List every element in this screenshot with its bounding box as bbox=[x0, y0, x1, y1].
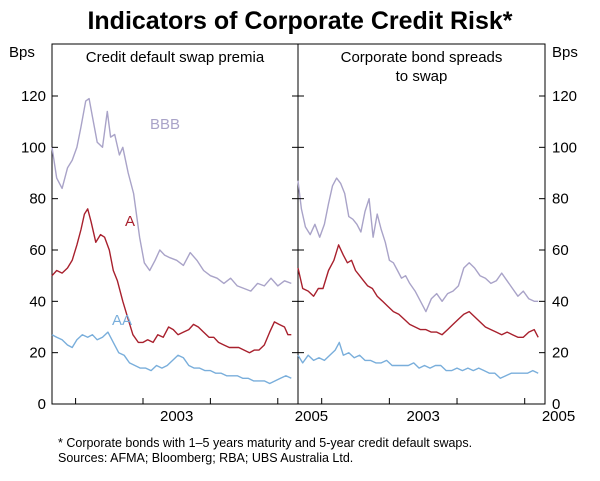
y-tick-label-left: 0 bbox=[38, 396, 46, 413]
series-label-aa: AA bbox=[112, 312, 132, 329]
x-tick-label: 2005 bbox=[542, 408, 575, 425]
y-axis-label-right: Bps bbox=[552, 44, 578, 61]
series-label-bbb: BBB bbox=[150, 116, 180, 133]
y-tick-label-right: 120 bbox=[552, 88, 577, 105]
sources-note: Sources: AFMA; Bloomberg; RBA; UBS Austr… bbox=[58, 451, 354, 465]
series-label-a: A bbox=[125, 213, 135, 230]
y-tick-label-left: 120 bbox=[21, 88, 46, 105]
y-tick-label-left: 60 bbox=[29, 242, 46, 259]
series-line-aa-panel-2 bbox=[297, 341, 539, 379]
series-line-a-panel-2 bbox=[297, 244, 539, 338]
series-line-aa-panel-1 bbox=[51, 331, 292, 385]
panel-title-cds: Credit default swap premia bbox=[86, 49, 265, 66]
y-tick-label-right: 60 bbox=[552, 242, 569, 259]
y-tick-label-right: 80 bbox=[552, 191, 569, 208]
chart-title: Indicators of Corporate Credit Risk* bbox=[87, 7, 513, 35]
axis-layer bbox=[52, 95, 545, 405]
x-tick-label: 2003 bbox=[407, 408, 440, 425]
footnote: * Corporate bonds with 1–5 years maturit… bbox=[58, 436, 473, 450]
y-tick-label-left: 20 bbox=[29, 345, 46, 362]
y-tick-label-left: 80 bbox=[29, 191, 46, 208]
panel-title-bond-spreads: Corporate bond spreads bbox=[341, 49, 503, 66]
y-tick-label-right: 0 bbox=[552, 396, 560, 413]
y-tick-label-left: 100 bbox=[21, 139, 46, 156]
y-tick-label-right: 40 bbox=[552, 293, 569, 310]
series-layer bbox=[51, 97, 539, 385]
y-tick-label-right: 20 bbox=[552, 345, 569, 362]
x-tick-label: 2003 bbox=[160, 408, 193, 425]
y-tick-label-right: 100 bbox=[552, 139, 577, 156]
series-line-bbb-panel-1 bbox=[51, 97, 292, 292]
series-line-bbb-panel-2 bbox=[297, 177, 539, 313]
panel-title-bond-spreads: to swap bbox=[396, 68, 448, 85]
y-axis-label-left: Bps bbox=[9, 44, 35, 61]
label-layer: 0 0 20 20 40 40 60 60 80 80 100 100 120 120 Bps Bps 2003… bbox=[9, 44, 578, 425]
series-line-a-panel-1 bbox=[51, 208, 292, 354]
y-tick-label-left: 40 bbox=[29, 293, 46, 310]
x-tick-label: 2005 bbox=[295, 408, 328, 425]
